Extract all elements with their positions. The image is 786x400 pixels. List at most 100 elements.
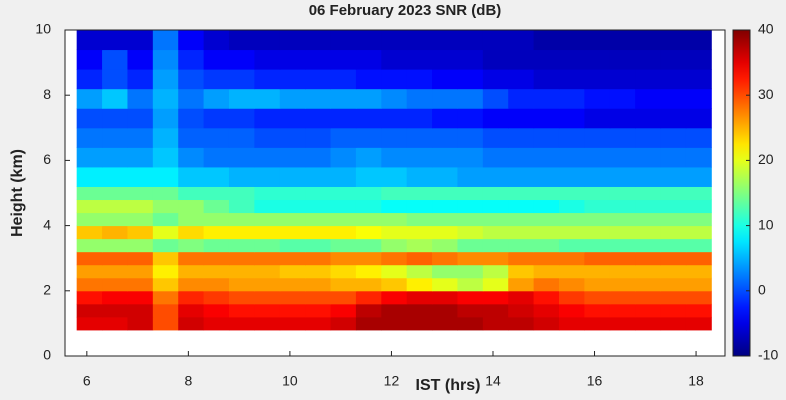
heatmap-cell: [584, 303, 611, 318]
heatmap-cell: [660, 251, 687, 266]
heatmap-cell: [558, 225, 585, 240]
heatmap-cell: [508, 127, 535, 148]
heatmap-cell: [178, 88, 205, 109]
heatmap-cell: [203, 108, 230, 129]
heatmap-cell: [127, 30, 154, 51]
heatmap-cell: [457, 166, 484, 187]
heatmap-cell: [178, 251, 205, 266]
heatmap-cell: [203, 127, 230, 148]
heatmap-cell: [685, 186, 712, 201]
heatmap-cell: [152, 264, 179, 279]
heatmap-cell: [533, 69, 560, 90]
heatmap-cell: [381, 212, 408, 227]
heatmap-cell: [355, 251, 382, 266]
heatmap-cell: [584, 316, 611, 331]
heatmap-cell: [584, 199, 611, 214]
heatmap-cell: [584, 186, 611, 201]
heatmap-cell: [432, 238, 458, 253]
heatmap-cell: [203, 186, 230, 201]
heatmap-cell: [432, 30, 458, 51]
heatmap-cell: [305, 290, 332, 305]
heatmap-cell: [609, 264, 636, 279]
heatmap-cell: [178, 212, 205, 227]
heatmap-cell: [508, 49, 535, 70]
heatmap-cell: [330, 199, 357, 214]
heatmap-cell: [584, 290, 611, 305]
heatmap-cell: [152, 88, 179, 109]
heatmap-cell: [279, 251, 306, 266]
heatmap-cell: [355, 147, 382, 168]
heatmap-cell: [381, 166, 408, 187]
heatmap-cell: [279, 49, 306, 70]
heatmap-cell: [203, 30, 230, 51]
heatmap-cell: [660, 316, 687, 331]
heatmap-cell: [457, 49, 484, 70]
plot-frame: [64, 29, 726, 357]
y-tick-label: 2: [43, 282, 51, 298]
heatmap-cell: [457, 186, 484, 201]
heatmap-cell: [406, 238, 433, 253]
heatmap-cell: [406, 212, 433, 227]
heatmap-cell: [558, 264, 585, 279]
heatmap-cell: [406, 225, 433, 240]
x-axis-label: IST (hrs): [416, 377, 481, 394]
heatmap-cell: [660, 277, 687, 292]
heatmap-cell: [330, 186, 357, 201]
x-tick-label: 10: [282, 373, 298, 389]
heatmap-cell: [178, 303, 205, 318]
heatmap-cell: [609, 49, 636, 70]
heatmap-cell: [279, 88, 306, 109]
heatmap-cell: [685, 303, 712, 318]
heatmap-cell: [178, 69, 205, 90]
heatmap-cell: [685, 88, 712, 109]
heatmap-cell: [635, 30, 662, 51]
heatmap-cell: [584, 49, 611, 70]
heatmap-cell: [254, 303, 281, 318]
heatmap-cell: [406, 166, 433, 187]
heatmap-cell: [457, 238, 484, 253]
heatmap-cell: [279, 147, 306, 168]
heatmap-cell: [558, 238, 585, 253]
heatmap-cell: [203, 147, 230, 168]
heatmap-cell: [533, 199, 560, 214]
heatmap-cell: [381, 199, 408, 214]
heatmap-cell: [584, 69, 611, 90]
heatmap-cell: [127, 186, 154, 201]
heatmap-cell: [279, 264, 306, 279]
heatmap-cell: [660, 199, 687, 214]
heatmap-cell: [228, 225, 255, 240]
heatmap-cell: [127, 147, 154, 168]
heatmap-cell: [685, 69, 712, 90]
heatmap-cell: [152, 166, 179, 187]
heatmap-cell: [660, 108, 687, 129]
heatmap-cell: [203, 49, 230, 70]
heatmap-cell: [660, 166, 687, 187]
heatmap-cell: [254, 290, 281, 305]
heatmap-cell: [76, 277, 103, 292]
heatmap-cell: [533, 108, 560, 129]
heatmap-cell: [330, 238, 357, 253]
heatmap-cell: [228, 127, 255, 148]
heatmap-cell: [355, 166, 382, 187]
heatmap-cell: [457, 316, 484, 331]
heatmap-cell: [457, 277, 484, 292]
heatmap-cell: [254, 166, 281, 187]
heatmap-cell: [127, 264, 154, 279]
heatmap-cell: [152, 277, 179, 292]
heatmap-cell: [254, 88, 281, 109]
heatmap-cell: [660, 225, 687, 240]
heatmap-cell: [432, 166, 458, 187]
x-tick-label: 8: [184, 373, 192, 389]
heatmap-cell: [482, 147, 509, 168]
heatmap-cell: [330, 166, 357, 187]
heatmap-cell: [228, 251, 255, 266]
heatmap-cell: [279, 290, 306, 305]
heatmap-cell: [355, 108, 382, 129]
heatmap-cell: [635, 166, 662, 187]
heatmap-cell: [685, 238, 712, 253]
heatmap-cell: [558, 108, 585, 129]
heatmap-cell: [254, 147, 281, 168]
heatmap-cell: [152, 186, 179, 201]
heatmap-cell: [635, 199, 662, 214]
heatmap-cell: [76, 30, 103, 51]
